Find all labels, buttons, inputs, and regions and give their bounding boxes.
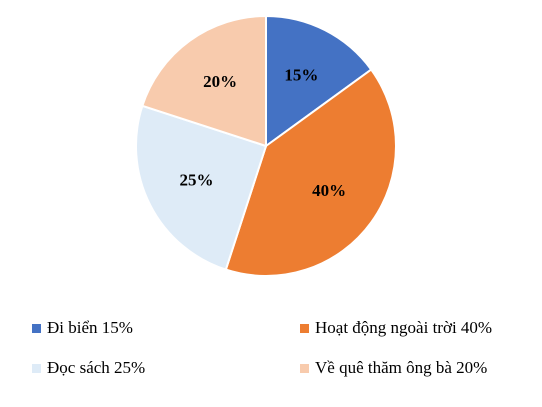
legend-label-hoat-dong-ngoai-troi: Hoạt động ngoài trời 40% (315, 318, 493, 337)
legend-label-doc-sach: Đọc sách 25% (47, 358, 146, 377)
data-label-di-bien: 15% (284, 65, 318, 84)
chart-legend: Đi biển 15% Hoạt động ngoài trời 40% Đọc… (0, 318, 542, 398)
pie-slice-hoat-dong-ngoai-troi (224, 68, 397, 277)
legend-swatch-hoat-dong-ngoai-troi (300, 323, 309, 333)
pie-chart: 15% 40% 25% 20% (135, 14, 397, 277)
pie-data-labels: 15% 40% 25% 20% (180, 65, 347, 199)
legend-item-doc-sach: Đọc sách 25% (32, 358, 145, 378)
data-label-doc-sach: 25% (180, 170, 214, 189)
pie-slices (135, 14, 397, 277)
legend-swatch-doc-sach (32, 363, 41, 373)
legend-swatch-ve-que-tham-ong-ba (300, 363, 309, 373)
pie-slice-di-bien (265, 14, 373, 148)
legend-item-hoat-dong-ngoai-troi: Hoạt động ngoài trời 40% (300, 318, 492, 338)
legend-label-ve-que-tham-ong-ba: Về quê thăm ông bà 20% (315, 358, 488, 377)
legend-swatch-di-bien (32, 323, 41, 333)
pie-slice-ve-que-tham-ong-ba (141, 14, 267, 148)
pie-slice-doc-sach (135, 104, 268, 271)
legend-item-di-bien: Đi biển 15% (32, 318, 133, 338)
data-label-ve-que-tham-ong-ba: 20% (203, 72, 237, 91)
legend-item-ve-que-tham-ong-ba: Về quê thăm ông bà 20% (300, 358, 487, 378)
legend-label-di-bien: Đi biển 15% (47, 318, 133, 337)
data-label-hoat-dong-ngoai-troi: 40% (312, 181, 346, 200)
